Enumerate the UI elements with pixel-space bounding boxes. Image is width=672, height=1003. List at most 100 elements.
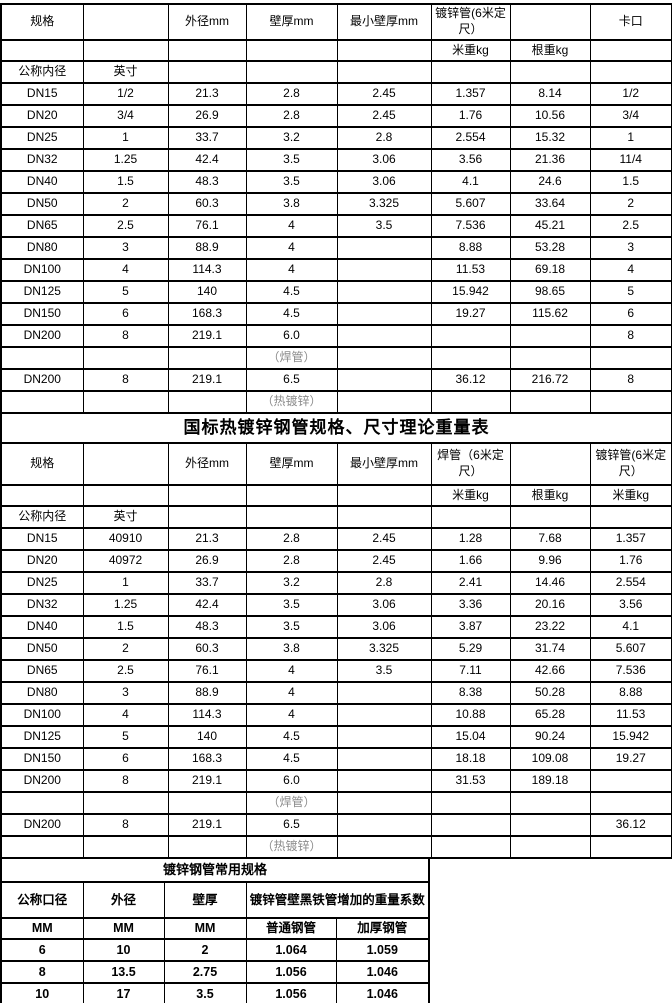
header-wall-thickness: 壁厚	[163, 881, 247, 919]
table-cell: 42.4	[167, 593, 247, 617]
table-cell: 2.45	[336, 82, 432, 106]
empty-cell	[336, 302, 432, 326]
table-cell: 3.8	[245, 637, 338, 661]
table-cell: 8.14	[509, 82, 591, 106]
empty-cell	[336, 39, 432, 62]
table-cell: 4.1	[430, 170, 511, 194]
table-cell: 2.8	[245, 527, 338, 551]
table-row: DN150 6 168.3 4.5 18.18 109.08 19.27	[0, 747, 672, 771]
table-galvanized-pipe-specs: 规格 外径mm 壁厚mm 最小壁厚mm 镀锌管(6米定尺） 卡口 米重kg 根重…	[0, 3, 672, 414]
table-cell: 76.1	[167, 659, 247, 683]
empty-cell	[589, 346, 672, 370]
table-cell: 60.3	[167, 192, 247, 216]
table-cell: 2.45	[336, 104, 432, 128]
table-cell: 114.3	[167, 258, 247, 282]
table-cell: 2.5	[82, 214, 169, 238]
table-cell: 42.66	[509, 659, 591, 683]
table-cell: 8.88	[430, 236, 511, 260]
table-row: DN80 3 88.9 4 8.88 53.28 3	[0, 236, 672, 260]
table-cell: 31.53	[430, 769, 511, 793]
empty-cell	[167, 835, 247, 859]
table-cell: 2	[589, 192, 672, 216]
table-row: （热镀锌）	[0, 835, 672, 859]
table-cell: 48.3	[167, 170, 247, 194]
table-cell: 31.74	[509, 637, 591, 661]
table-cell: 2.5	[589, 214, 672, 238]
table-cell: 1.25	[82, 593, 169, 617]
empty-cell	[0, 484, 84, 507]
table-cell: 14.46	[509, 571, 591, 595]
table-cell: 115.62	[509, 302, 591, 326]
table-cell: 3	[82, 681, 169, 705]
table-cell: 2	[163, 938, 247, 962]
table-cell: 168.3	[167, 747, 247, 771]
table-cell: 3.06	[336, 615, 432, 639]
table-row: DN65 2.5 76.1 4 3.5 7.536 45.21 2.5	[0, 214, 672, 238]
table-cell: 4	[245, 236, 338, 260]
table-cell: 1.66	[430, 549, 511, 573]
table-cell: 1	[82, 126, 169, 150]
empty-cell	[82, 346, 169, 370]
table-cell: 2.8	[336, 126, 432, 150]
table3-title: 镀锌钢管常用规格	[0, 857, 430, 883]
table-row: DN150 6 168.3 4.5 19.27 115.62 6	[0, 302, 672, 326]
table-cell: DN32	[0, 593, 84, 617]
empty-cell	[167, 60, 247, 84]
table-cell: 5	[82, 280, 169, 304]
table-cell: 3.5	[336, 659, 432, 683]
table-cell: DN25	[0, 126, 84, 150]
table-cell: DN200	[0, 368, 84, 392]
header-unit-mm: MM	[0, 917, 84, 940]
table-row: MM MM MM 普通钢管 加厚钢管	[0, 917, 430, 940]
empty-cell	[336, 703, 432, 727]
table-cell: 4	[82, 703, 169, 727]
table-row: 米重kg 根重kg	[0, 39, 672, 62]
table-cell: DN20	[0, 549, 84, 573]
empty-cell	[336, 280, 432, 304]
empty-cell	[167, 390, 247, 414]
empty-cell	[509, 346, 591, 370]
table-row: （热镀锌）	[0, 390, 672, 414]
empty-cell	[336, 835, 432, 859]
table-cell: 76.1	[167, 214, 247, 238]
table-cell: 4	[245, 214, 338, 238]
table-cell: DN150	[0, 302, 84, 326]
table-cell: 1.28	[430, 527, 511, 551]
table-cell: DN20	[0, 104, 84, 128]
empty-cell	[336, 747, 432, 771]
empty-cell	[430, 346, 511, 370]
empty-cell	[245, 484, 338, 507]
table-cell: 3.06	[336, 170, 432, 194]
table-cell: 1.046	[335, 982, 430, 1003]
table-row: 国标热镀锌钢管规格、尺寸理论重量表	[0, 412, 672, 444]
table-cell: 1.064	[245, 938, 337, 962]
table-cell: DN80	[0, 681, 84, 705]
table-cell: 10	[0, 982, 84, 1003]
table-cell: 1.5	[589, 170, 672, 194]
table-row: DN65 2.5 76.1 4 3.5 7.11 42.66 7.536	[0, 659, 672, 683]
table-cell: 7.11	[430, 659, 511, 683]
table-cell: 4	[245, 681, 338, 705]
table-cell: 18.18	[430, 747, 511, 771]
table-cell: 7.536	[589, 659, 672, 683]
empty-cell	[336, 368, 432, 392]
empty-cell	[82, 390, 169, 414]
table-cell: 3.56	[430, 148, 511, 172]
empty-cell	[82, 3, 169, 41]
table-cell: 3.5	[245, 615, 338, 639]
empty-cell	[0, 39, 84, 62]
header-galvanized-pipe: 镀锌管(6米定尺）	[589, 442, 672, 486]
table-cell: 1.357	[430, 82, 511, 106]
table-cell: 15.942	[430, 280, 511, 304]
empty-cell	[509, 60, 591, 84]
table-cell: 8	[0, 960, 84, 984]
table-cell: 1/2	[82, 82, 169, 106]
header-nominal-diameter: 公称口径	[0, 881, 84, 919]
table-cell: 6	[82, 302, 169, 326]
table-cell: 216.72	[509, 368, 591, 392]
table-row: DN125 5 140 4.5 15.942 98.65 5	[0, 280, 672, 304]
table-cell: 3.06	[336, 148, 432, 172]
table-cell: 1.357	[589, 527, 672, 551]
table-cell: 23.22	[509, 615, 591, 639]
